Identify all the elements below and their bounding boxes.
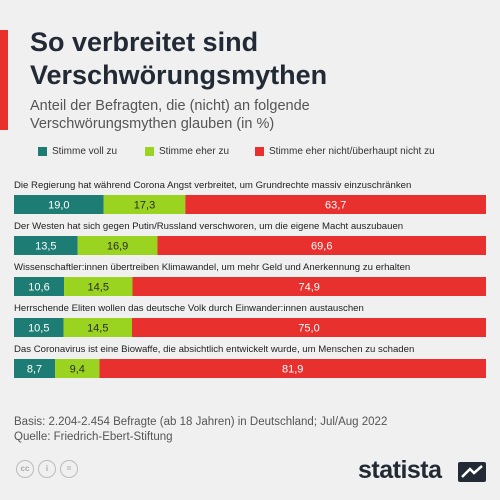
legend-label-voll: Stimme voll zu: [52, 146, 118, 157]
bar-segment-voll: [14, 359, 56, 378]
data-label-eher: 9,4: [70, 364, 85, 376]
bar-segment-eher: [64, 277, 133, 296]
data-label-voll: 13,5: [35, 241, 56, 253]
statista-logo-icon: [458, 462, 486, 482]
bar-segment-eher: [77, 236, 158, 255]
legend-item-eher: Stimme eher zu: [145, 146, 229, 157]
data-label-voll: 8,7: [27, 364, 42, 376]
bar-segment-nicht: [132, 277, 487, 296]
data-label-voll: 19,0: [48, 200, 69, 212]
cc-icon[interactable]: cc: [16, 460, 34, 478]
bar-segment-eher: [55, 359, 100, 378]
data-label-eher: 14,5: [87, 323, 108, 335]
brand-wordmark[interactable]: statista: [358, 456, 442, 484]
bar-segment-eher: [103, 195, 186, 214]
data-label-nicht: 75,0: [298, 323, 319, 335]
bar-segment-nicht: [185, 195, 486, 214]
bar-segment-eher: [63, 318, 133, 337]
bar-segment-voll: [14, 318, 64, 337]
category-label: Die Regierung hat während Corona Angst v…: [14, 180, 411, 191]
footer-source: Quelle: Friedrich-Ebert-Stiftung: [14, 431, 173, 443]
data-label-eher: 16,9: [107, 241, 128, 253]
legend-swatch-eher: [145, 147, 154, 156]
data-label-eher: 17,3: [134, 200, 155, 212]
license-icons: cc i =: [16, 460, 78, 478]
attribution-icon[interactable]: i: [38, 460, 56, 478]
legend-swatch-nicht: [255, 147, 264, 156]
legend-label-nicht: Stimme eher nicht/überhaupt nicht zu: [269, 146, 435, 157]
accent-bar: [0, 30, 8, 130]
footer-basis: Basis: 2.204-2.454 Befragte (ab 18 Jahre…: [14, 416, 388, 428]
data-label-voll: 10,6: [28, 282, 49, 294]
chart-legend: Stimme voll zu Stimme eher zu Stimme ehe…: [30, 146, 490, 160]
category-label: Das Coronavirus ist eine Biowaffe, die a…: [14, 344, 414, 355]
bar-segment-nicht: [132, 318, 486, 337]
no-derivatives-icon[interactable]: =: [60, 460, 78, 478]
legend-item-voll: Stimme voll zu: [38, 146, 117, 157]
category-label: Der Westen hat sich gegen Putin/Russland…: [14, 221, 403, 232]
bar-segment-voll: [14, 277, 65, 296]
subtitle-line-1: Anteil der Befragten, die (nicht) an fol…: [30, 98, 310, 114]
bar-segment-nicht: [157, 236, 486, 255]
data-label-voll: 10,5: [28, 323, 49, 335]
chart-title: So verbreitet sind Verschwörungsmythen: [30, 26, 490, 92]
legend-swatch-voll: [38, 147, 47, 156]
category-label: Herrschende Eliten wollen das deutsche V…: [14, 303, 364, 314]
bar-segment-voll: [14, 236, 78, 255]
title-line-2: Verschwörungsmythen: [30, 60, 328, 90]
legend-label-eher: Stimme eher zu: [159, 146, 230, 157]
subtitle-line-2: Verschwörungsmythen glauben (in %): [30, 116, 275, 132]
chart-subtitle: Anteil der Befragten, die (nicht) an fol…: [30, 97, 490, 133]
data-label-nicht: 81,9: [282, 364, 303, 376]
bar-segment-voll: [14, 195, 104, 214]
legend-item-nicht: Stimme eher nicht/überhaupt nicht zu: [255, 146, 435, 157]
data-label-nicht: 69,6: [311, 241, 332, 253]
data-label-nicht: 74,9: [299, 282, 320, 294]
data-label-nicht: 63,7: [325, 200, 346, 212]
bar-segment-nicht: [99, 359, 486, 378]
data-label-eher: 14,5: [88, 282, 109, 294]
category-label: Wissenschaftler:innen übertreiben Klimaw…: [14, 262, 410, 273]
title-line-1: So verbreitet sind: [30, 27, 259, 57]
